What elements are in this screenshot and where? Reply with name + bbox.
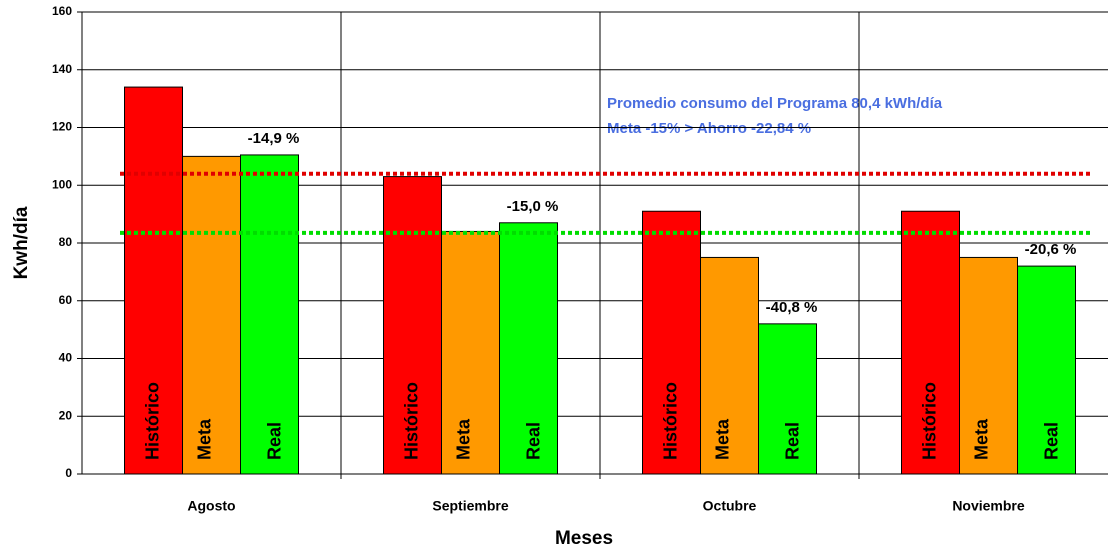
bar xyxy=(758,323,817,475)
x-tick-label: Agosto xyxy=(187,498,235,514)
value-label: -14,9 % xyxy=(248,130,300,147)
x-tick-label: Septiembre xyxy=(432,498,508,514)
bar xyxy=(383,176,442,475)
bar-series-label: Real xyxy=(1041,422,1061,460)
bar xyxy=(959,256,1018,475)
bar xyxy=(642,210,701,475)
bar xyxy=(901,210,960,475)
y-tick-label: 60 xyxy=(59,293,73,307)
value-label: -40,8 % xyxy=(766,299,818,316)
y-tick-label: 160 xyxy=(52,4,72,18)
bar-series-label: Histórico xyxy=(142,382,162,460)
x-tick-label: Noviembre xyxy=(952,498,1025,514)
y-tick-label: 20 xyxy=(59,408,73,422)
value-label: -20,6 % xyxy=(1025,241,1077,258)
bar-series-label: Real xyxy=(782,422,802,460)
bar-series-label: Histórico xyxy=(660,382,680,460)
annotation: Meta -15% > Ahorro -22,84 % xyxy=(607,120,811,137)
annotation: Promedio consumo del Programa 80,4 kWh/d… xyxy=(607,95,943,112)
x-axis-label: Meses xyxy=(555,528,613,549)
y-tick-label: 80 xyxy=(59,235,73,249)
bar xyxy=(1017,265,1076,475)
bar xyxy=(700,256,759,475)
bar-series-label: Meta xyxy=(712,418,732,460)
bar-series-label: Meta xyxy=(194,418,214,460)
bar-series-label: Histórico xyxy=(401,382,421,460)
bar xyxy=(124,86,183,475)
value-label: -15,0 % xyxy=(507,198,559,215)
y-axis-label: Kwh/día xyxy=(11,206,32,279)
bar-series-label: Meta xyxy=(971,418,991,460)
bar xyxy=(182,155,241,475)
bar-series-label: Histórico xyxy=(919,382,939,460)
bar xyxy=(499,222,558,475)
y-tick-label: 140 xyxy=(52,62,72,76)
y-tick-label: 40 xyxy=(59,351,73,365)
y-tick-label: 120 xyxy=(52,120,72,134)
y-tick-label: 0 xyxy=(65,466,72,480)
bar-series-label: Meta xyxy=(453,418,473,460)
bar xyxy=(240,154,299,475)
bar-series-label: Real xyxy=(523,422,543,460)
x-tick-label: Octubre xyxy=(703,498,757,514)
y-tick-label: 100 xyxy=(52,177,72,191)
bar-series-label: Real xyxy=(264,422,284,460)
